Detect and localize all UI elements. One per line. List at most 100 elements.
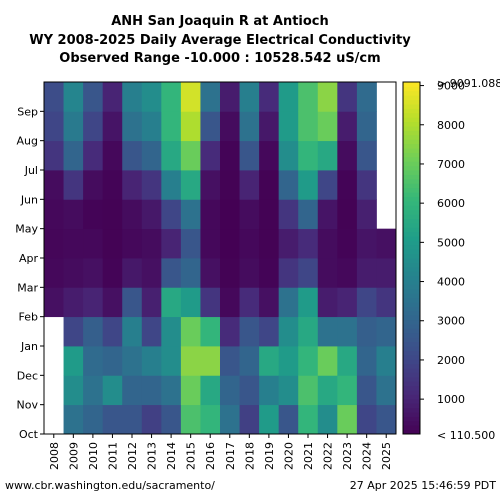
- colorbar-strip: [403, 363, 420, 369]
- heatmap-cell-2012-May: [122, 199, 143, 230]
- heatmap-cell-2022-Sep: [317, 82, 338, 112]
- heatmap-cell-2017-Mar: [220, 258, 240, 288]
- heatmap-cell-2017-Oct: [220, 404, 240, 435]
- x-tick-label: 2012: [126, 442, 139, 470]
- heatmap-cell-2014-May: [161, 199, 182, 230]
- heatmap-cell-2014-Aug: [161, 111, 182, 142]
- heatmap-cell-2018-Dec: [239, 346, 260, 376]
- heatmap-cell-2020-Feb: [278, 287, 299, 318]
- y-tick-label: Jun: [20, 193, 38, 206]
- colorbar-strip: [403, 372, 420, 378]
- colorbar-strip: [403, 416, 420, 422]
- heatmap-cell-2023-Sep: [337, 82, 358, 112]
- chart-title-block: ANH San Joaquin R at Antioch WY 2008-202…: [29, 14, 411, 66]
- y-tick-label: Jan: [20, 340, 38, 353]
- heatmap-cell-2021-Oct: [298, 404, 319, 435]
- colorbar-strip: [403, 86, 420, 92]
- heatmap-cell-2013-Sep: [141, 82, 162, 112]
- y-tick-label: Dec: [17, 369, 38, 382]
- heatmap-cell-2012-Jul: [122, 140, 143, 171]
- heatmap-cell-2022-Jan: [317, 316, 338, 347]
- heatmap-cell-2013-Mar: [141, 258, 162, 288]
- heatmap-cell-2016-May: [200, 199, 221, 230]
- colorbar-strip: [403, 134, 420, 140]
- heatmap-cell-2011-May: [102, 199, 123, 230]
- heatmap-cell-2008-Jul: [44, 140, 64, 171]
- x-tick-label: 2025: [380, 442, 393, 470]
- heatmap-cell-2015-Jan: [180, 316, 201, 347]
- colorbar-strip: [403, 346, 420, 351]
- colorbar-strip: [403, 253, 420, 259]
- heatmap-cell-2024-Jun: [356, 170, 377, 200]
- colorbar-strip: [403, 266, 420, 272]
- heatmap-cell-2021-Aug: [298, 111, 319, 142]
- heatmap-cell-2008-Feb: [44, 287, 64, 318]
- heatmap-cell-2012-Mar: [122, 258, 143, 288]
- heatmap-cell-2018-Nov: [239, 375, 260, 406]
- heatmap-cell-2015-Dec: [180, 346, 201, 376]
- heatmap-cell-2019-Jul: [259, 140, 280, 171]
- heatmap-cell-2019-Nov: [259, 375, 280, 406]
- x-tick-label: 2021: [302, 442, 315, 470]
- heatmap-cell-2019-Aug: [259, 111, 280, 142]
- colorbar-strip: [403, 178, 420, 184]
- heatmap-cell-2011-Mar: [102, 258, 123, 288]
- heatmap-cell-2019-Dec: [259, 346, 280, 376]
- heatmap-cell-2014-Jun: [161, 170, 182, 200]
- heatmap-cell-2019-Feb: [259, 287, 280, 318]
- colorbar-strip: [403, 293, 420, 299]
- colorbar-strip: [403, 104, 420, 109]
- colorbar-strip: [403, 275, 420, 281]
- colorbar-strip: [403, 381, 420, 387]
- y-axis: Oct Nov Dec Jan Feb Mar Apr May Jun Jul Aug Sep: [15, 105, 44, 441]
- colorbar: 1000 2000 3000 4000 5000 6000 7000 8000 9000 > 9…: [402, 77, 500, 442]
- heatmap-cell-2012-Dec: [122, 346, 143, 376]
- heatmap-cell-2015-Sep: [180, 82, 201, 112]
- heatmap-cell-2017-Jan: [220, 316, 240, 347]
- heatmap-cell-2009-Aug: [63, 111, 84, 142]
- heatmap-cell-2016-Jan: [200, 316, 221, 347]
- colorbar-strip: [403, 183, 420, 189]
- heatmap-cell-2010-Mar: [83, 258, 104, 288]
- colorbar-strip: [403, 284, 420, 290]
- heatmap-cell-2011-Apr: [102, 228, 123, 259]
- colorbar-strip: [403, 385, 420, 391]
- heatmap-cell-2014-Mar: [161, 258, 182, 288]
- heatmap-cell-2024-Mar: [356, 258, 377, 288]
- colorbar-strip: [403, 108, 420, 114]
- colorbar-strip: [403, 222, 420, 228]
- heatmap-cell-2023-Oct: [337, 404, 358, 435]
- heatmap-cell-2008-May: [44, 199, 64, 230]
- heatmap-cell-2018-Oct: [239, 404, 260, 435]
- heatmap-cell-2022-Mar: [317, 258, 338, 288]
- heatmap-cell-2012-Nov: [122, 375, 143, 406]
- heatmap-cell-2018-Jan: [239, 316, 260, 347]
- colorbar-strip: [403, 420, 420, 426]
- colorbar-strip: [403, 227, 420, 233]
- heatmap-cell-2015-Jul: [180, 140, 201, 171]
- heatmap-cell-2016-Apr: [200, 228, 221, 259]
- colorbar-gradient: [403, 82, 420, 435]
- colorbar-strip: [403, 156, 420, 162]
- heatmap-cell-2015-Apr: [180, 228, 201, 259]
- heatmap-cell-2009-Oct: [63, 404, 84, 435]
- colorbar-strip: [403, 280, 420, 285]
- chart-title-line-2: WY 2008-2025 Daily Average Electrical Co…: [29, 33, 411, 48]
- x-tick-label: 2020: [282, 442, 295, 470]
- heatmap-cell-2023-Jun: [337, 170, 358, 200]
- colorbar-strip: [403, 231, 420, 237]
- heatmap-cell-2017-May: [220, 199, 240, 230]
- x-tick-label: 2019: [263, 442, 276, 470]
- heatmap-cell-2018-Apr: [239, 228, 260, 259]
- heatmap-cell-2011-Jan: [102, 316, 123, 347]
- heatmap-cell-2016-Aug: [200, 111, 221, 142]
- colorbar-strip: [403, 130, 420, 136]
- heatmap-cell-2020-Jan: [278, 316, 299, 347]
- colorbar-strip: [403, 368, 420, 373]
- x-tick-label: 2015: [185, 442, 198, 470]
- heatmap-cell-2024-Nov: [356, 375, 377, 406]
- colorbar-strip: [403, 82, 420, 87]
- colorbar-tick-label: 2000: [437, 354, 465, 367]
- x-tick-label: 2010: [87, 442, 100, 470]
- heatmap-cell-2019-Jun: [259, 170, 280, 200]
